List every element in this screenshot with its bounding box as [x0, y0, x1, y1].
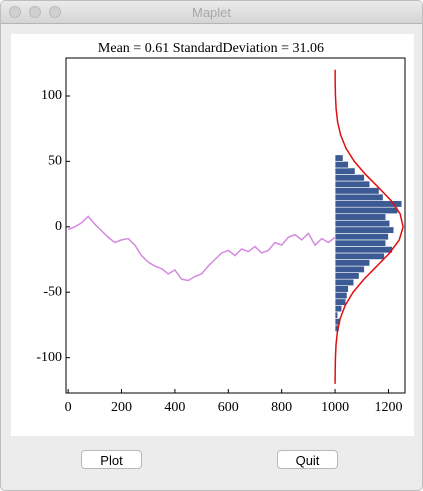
histogram-bar	[334, 180, 371, 188]
histogram-bar	[334, 239, 387, 247]
histogram-bar	[334, 187, 380, 195]
normal-curve	[334, 69, 404, 384]
zoom-button[interactable]	[49, 6, 61, 18]
x-tick-label: 1000	[321, 400, 349, 415]
histogram-bar	[334, 154, 344, 162]
chart-title: Mean = 0.61 StandardDeviation = 31.06	[98, 41, 324, 56]
quit-button[interactable]: Quit	[277, 450, 338, 469]
histogram-bar	[334, 233, 389, 241]
histogram-bar	[334, 226, 395, 234]
x-tick-label: 400	[164, 400, 185, 415]
histogram-bar	[334, 246, 393, 254]
histogram-bar	[334, 219, 391, 228]
histogram-bar	[334, 305, 343, 313]
window-title: Maplet	[191, 5, 232, 20]
histogram-bar	[334, 252, 385, 260]
histogram-bar	[334, 265, 365, 273]
walk-line	[67, 215, 336, 282]
histogram-bar	[334, 213, 387, 221]
histogram-bar	[334, 278, 355, 286]
x-tick-label: 800	[271, 400, 292, 415]
histogram-bar	[334, 259, 371, 267]
histogram-bar	[334, 174, 365, 182]
plot-frame	[65, 57, 406, 394]
x-tick-label: 200	[111, 400, 132, 415]
minimize-button[interactable]	[29, 6, 41, 18]
y-tick-label: -50	[43, 284, 62, 299]
histogram-bar	[334, 285, 349, 293]
x-tick-label: 0	[65, 400, 72, 415]
x-tick-label: 600	[218, 400, 239, 415]
y-tick-label: -100	[36, 350, 62, 365]
y-tick-label: 50	[48, 154, 62, 169]
histogram-bar	[334, 298, 347, 306]
close-button[interactable]	[9, 6, 21, 18]
histogram-bar	[334, 167, 356, 175]
chart: Mean = 0.61 StandardDeviation = 31.06 0 2…	[36, 41, 406, 415]
histogram-bar	[334, 272, 360, 280]
histogram-bar	[334, 311, 339, 319]
histogram-bar	[334, 161, 349, 169]
plot-panel: Mean = 0.61 StandardDeviation = 31.06 0 2…	[11, 34, 414, 436]
histogram-bar	[334, 291, 348, 300]
plot-button[interactable]: Plot	[81, 450, 142, 469]
y-tick-label: 0	[55, 219, 62, 234]
histogram-bar	[334, 206, 399, 215]
y-tick-label: 100	[41, 88, 62, 103]
title-bar: Maplet	[1, 1, 422, 24]
histogram-bar	[334, 193, 384, 201]
x-tick-label: 1200	[374, 400, 402, 415]
